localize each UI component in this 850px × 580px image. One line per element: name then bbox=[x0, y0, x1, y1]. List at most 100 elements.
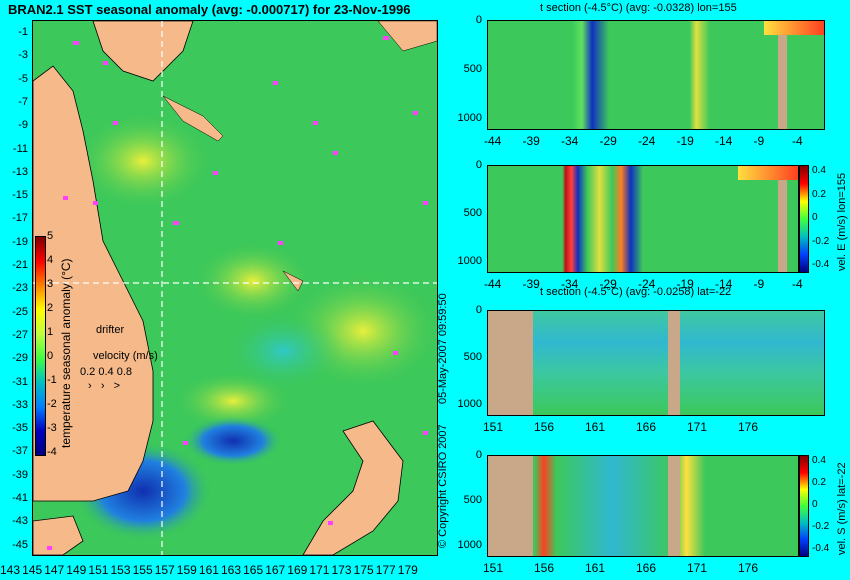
section-x-tick: 161 bbox=[585, 420, 606, 434]
land-mask bbox=[488, 311, 533, 415]
lon-tick: 179 bbox=[397, 563, 418, 577]
sst-colorbar-label: temperature seasonal anomaly (°C) bbox=[59, 258, 73, 448]
lon-tick: 145 bbox=[22, 563, 43, 577]
section-x-tick: 166 bbox=[636, 420, 657, 434]
lat-tick: -7 bbox=[18, 95, 28, 108]
section-x-tick: -34 bbox=[561, 134, 579, 148]
lat-tick: -41 bbox=[12, 492, 28, 504]
lon-tick: 169 bbox=[287, 563, 308, 577]
section-x-tick: -9 bbox=[753, 134, 765, 148]
velocity-colorbar-tick: 0 bbox=[812, 212, 818, 223]
section-x-tick: -9 bbox=[753, 277, 765, 291]
lon-tick: 157 bbox=[154, 563, 175, 577]
timestamp-label: 05-May-2007 09:59:50 bbox=[437, 293, 449, 404]
section-x-tick: -24 bbox=[638, 277, 656, 291]
section-x-tick: -19 bbox=[676, 277, 694, 291]
section-panel[interactable] bbox=[487, 20, 825, 130]
section-depth-tick: 0 bbox=[475, 14, 482, 26]
lat-tick: -27 bbox=[12, 328, 28, 341]
section-depth-tick: 500 bbox=[463, 63, 482, 75]
section-depth-tick: 0 bbox=[475, 449, 482, 461]
section-x-tick: 171 bbox=[687, 561, 708, 575]
lat-tick: -45 bbox=[12, 538, 28, 551]
section-depth-tick: 500 bbox=[463, 207, 482, 219]
velocity-colorbar-tick: -0.4 bbox=[812, 259, 830, 270]
land-mask bbox=[668, 456, 680, 556]
sst-map[interactable] bbox=[32, 20, 438, 556]
lat-tick: -29 bbox=[12, 352, 28, 365]
sst-colorbar-tick: 0 bbox=[47, 350, 54, 362]
section-x-tick: 161 bbox=[585, 561, 606, 575]
velocity-colorbar bbox=[799, 455, 809, 557]
section-depth-tick: 500 bbox=[463, 494, 482, 506]
section-x-tick: -29 bbox=[599, 134, 617, 148]
lat-tick: -35 bbox=[12, 422, 28, 435]
section-x-tick: 151 bbox=[483, 420, 504, 434]
section-depth-tick: 0 bbox=[475, 159, 482, 171]
section-x-tick: -14 bbox=[715, 134, 733, 148]
sst-colorbar-tick: 5 bbox=[47, 230, 54, 242]
section-panel[interactable] bbox=[487, 455, 799, 557]
velocity-colorbar-tick: -0.4 bbox=[812, 543, 830, 554]
section-panel[interactable] bbox=[487, 310, 825, 416]
land-mask bbox=[488, 456, 533, 556]
sst-colorbar-tick: -4 bbox=[47, 446, 57, 458]
section-x-tick: -39 bbox=[522, 134, 540, 148]
section-x-tick: 176 bbox=[738, 561, 759, 575]
lon-tick: 151 bbox=[88, 563, 109, 577]
section-depth-tick: 1000 bbox=[457, 112, 482, 124]
lat-tick: -9 bbox=[18, 119, 28, 132]
velocity-colorbar-tick: -0.2 bbox=[812, 235, 830, 247]
lat-tick: -37 bbox=[12, 445, 28, 458]
lat-tick: -43 bbox=[12, 515, 28, 528]
velocity-scale: 0.2 0.4 0.8 bbox=[80, 366, 132, 378]
sst-colorbar-tick: 1 bbox=[47, 326, 54, 338]
velocity-colorbar bbox=[799, 165, 809, 273]
section-x-tick: -4 bbox=[792, 277, 803, 291]
lon-tick: 159 bbox=[176, 563, 197, 577]
lon-tick: 161 bbox=[198, 563, 219, 577]
sst-colorbar-tick: -2 bbox=[47, 398, 57, 410]
lat-tick: -21 bbox=[12, 259, 28, 271]
lon-tick: 171 bbox=[309, 563, 330, 577]
section-depth-tick: 1000 bbox=[457, 255, 482, 267]
section-panel-title: t section (-4.5°C) (avg: -0.0328) lon=15… bbox=[540, 2, 737, 14]
velocity-colorbar-label: vel. S (m/s) lat=-22 bbox=[836, 462, 848, 555]
land-mask bbox=[778, 166, 787, 272]
section-x-tick: -24 bbox=[638, 134, 656, 148]
section-x-tick: 156 bbox=[534, 561, 555, 575]
sst-colorbar bbox=[35, 236, 46, 456]
sst-colorbar-tick: 2 bbox=[47, 302, 54, 314]
lon-tick: 143 bbox=[0, 563, 21, 577]
lon-tick: 175 bbox=[353, 563, 374, 577]
lon-tick: 163 bbox=[221, 563, 242, 577]
lon-tick: 155 bbox=[132, 563, 153, 577]
lon-tick: 153 bbox=[110, 563, 131, 577]
velocity-colorbar-tick: 0.2 bbox=[812, 477, 826, 488]
sst-colorbar-tick: -1 bbox=[47, 374, 57, 386]
lat-tick: -23 bbox=[12, 282, 28, 295]
velocity-arrows: › › > bbox=[88, 380, 121, 392]
main-map-title: BRAN2.1 SST seasonal anomaly (avg: -0.00… bbox=[8, 2, 411, 17]
new-guinea-landmass bbox=[92, 21, 194, 82]
lat-tick: -39 bbox=[12, 468, 28, 481]
lat-tick: -5 bbox=[18, 72, 28, 85]
velocity-colorbar-tick: 0 bbox=[812, 499, 818, 510]
lat-tick: -1 bbox=[18, 26, 28, 38]
sst-colorbar-tick: 3 bbox=[47, 278, 54, 290]
drifter-label: drifter bbox=[96, 324, 125, 336]
velocity-colorbar-tick: 0.4 bbox=[812, 455, 826, 466]
sst-colorbar-tick: 4 bbox=[47, 254, 54, 266]
section-x-tick: 166 bbox=[636, 561, 657, 575]
section-x-tick: -39 bbox=[522, 277, 540, 291]
lat-tick: -31 bbox=[12, 375, 28, 388]
section-x-tick: -34 bbox=[561, 277, 579, 291]
lon-tick: 173 bbox=[331, 563, 352, 577]
section-depth-tick: 1000 bbox=[457, 398, 482, 410]
section-panel[interactable] bbox=[487, 165, 799, 273]
land-mask bbox=[668, 311, 680, 415]
lat-tick: -25 bbox=[12, 305, 28, 318]
sst-map-canvas bbox=[33, 21, 437, 555]
lat-tick: -19 bbox=[12, 235, 28, 248]
lon-tick: 147 bbox=[44, 563, 65, 577]
